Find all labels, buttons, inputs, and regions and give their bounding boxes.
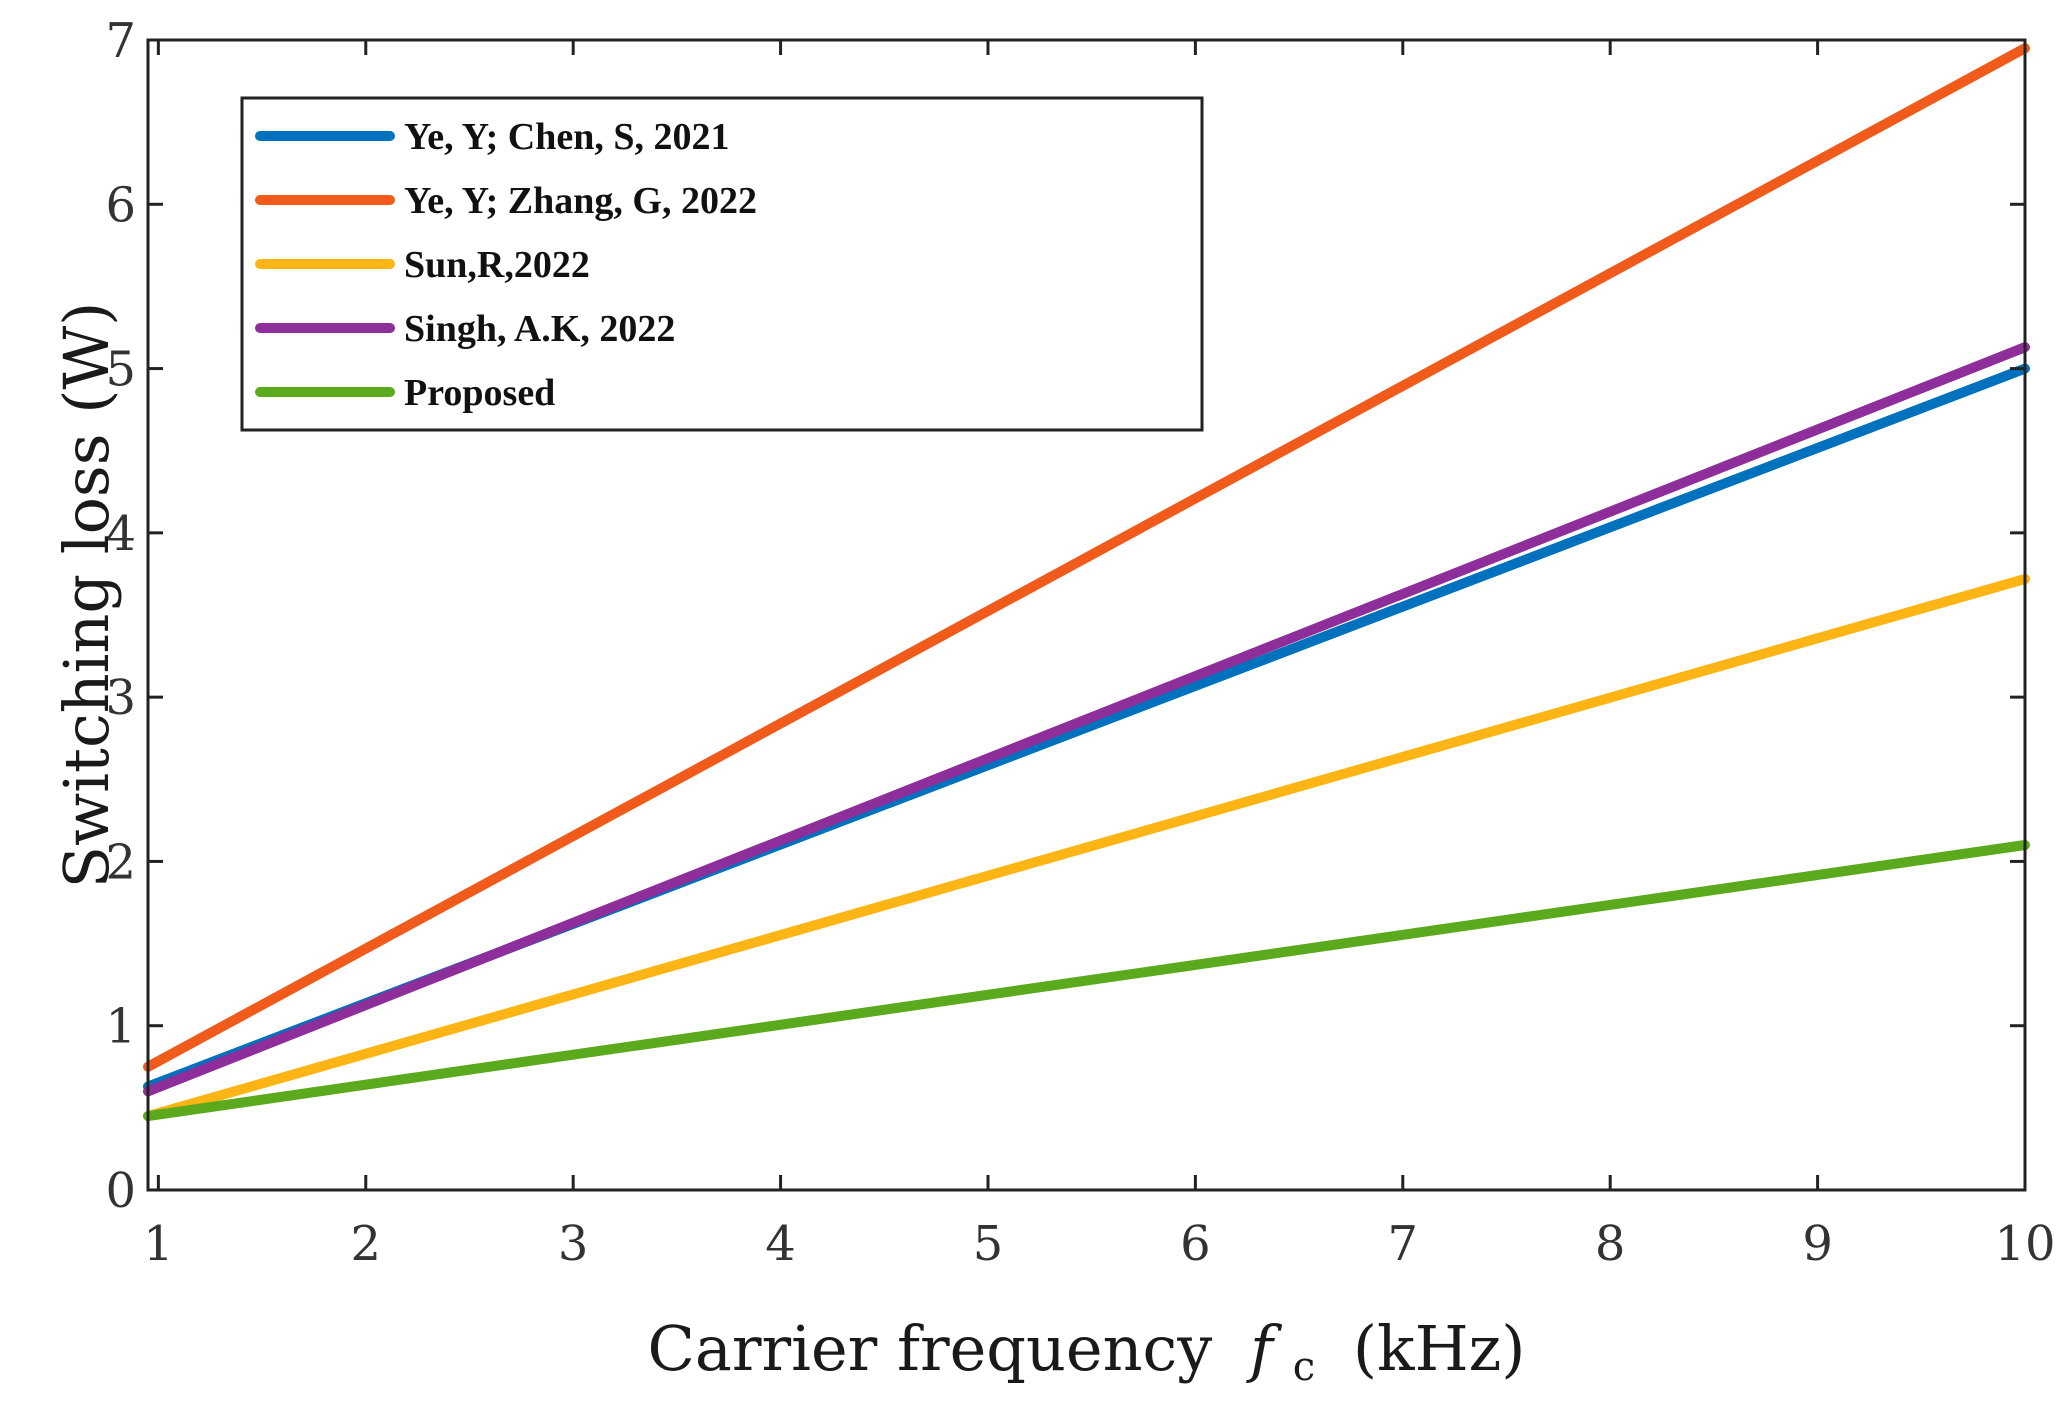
y-tick-label: 4 bbox=[105, 506, 136, 562]
x-tick-label: 7 bbox=[1388, 1216, 1419, 1272]
legend: Ye, Y; Chen, S, 2021 Ye, Y; Zhang, G, 202… bbox=[240, 96, 1204, 432]
legend-label: Ye, Y; Chen, S, 2021 bbox=[404, 116, 730, 158]
y-tick-label: 3 bbox=[105, 670, 136, 726]
x-tick-label: 5 bbox=[973, 1216, 1004, 1272]
legend-label: Proposed bbox=[404, 372, 555, 414]
x-tick-label: 3 bbox=[558, 1216, 589, 1272]
x-tick-label: 9 bbox=[1802, 1216, 1833, 1272]
y-tick-label: 7 bbox=[105, 13, 136, 69]
y-axis-label: Switching loss (W) bbox=[50, 302, 123, 889]
x-tick-label: 6 bbox=[1180, 1216, 1211, 1272]
series-line-4 bbox=[143, 342, 2030, 1097]
series-layer bbox=[143, 43, 2030, 1122]
x-axis-label-text: Carrier frequency bbox=[647, 1312, 1212, 1385]
legend-label: Sun,R,2022 bbox=[404, 244, 590, 286]
y-tick-label: 1 bbox=[105, 999, 136, 1055]
x-tick-label: 4 bbox=[765, 1216, 796, 1272]
series-line-3 bbox=[143, 573, 2030, 1122]
y-tick-label: 5 bbox=[105, 342, 136, 398]
x-axis-label-symbol: f bbox=[1246, 1312, 1283, 1385]
y-tick-label: 6 bbox=[105, 177, 136, 233]
x-tick-label: 10 bbox=[1994, 1216, 2055, 1272]
x-axis-label-unit: (kHz) bbox=[1353, 1312, 1526, 1385]
legend-label: Singh, A.K, 2022 bbox=[404, 308, 675, 350]
x-tick-label: 1 bbox=[143, 1216, 174, 1272]
x-tick-label: 2 bbox=[351, 1216, 382, 1272]
plot-frame bbox=[146, 38, 2027, 1192]
legend-label: Ye, Y; Zhang, G, 2022 bbox=[404, 180, 757, 222]
y-tick-label: 2 bbox=[105, 834, 136, 890]
series-line-2 bbox=[143, 43, 2030, 1072]
legend-box bbox=[240, 96, 1204, 432]
y-tick-label: 0 bbox=[105, 1163, 136, 1219]
series-line-5 bbox=[143, 840, 2030, 1122]
x-tick-label: 8 bbox=[1595, 1216, 1626, 1272]
x-axis-label: Carrier frequency f c (kHz) bbox=[647, 1312, 1525, 1395]
x-axis-label-subscript: c bbox=[1293, 1344, 1315, 1390]
